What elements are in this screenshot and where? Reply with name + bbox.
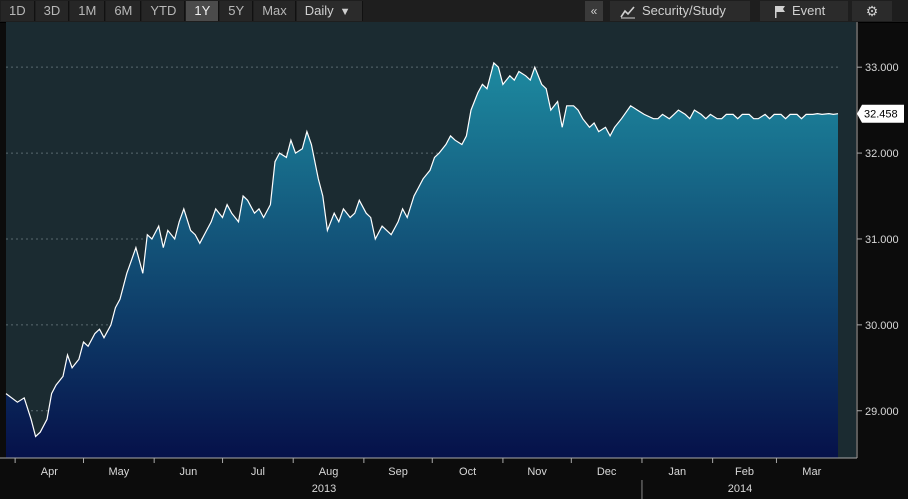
x-tick-label-1: May xyxy=(108,466,129,478)
collapse-button[interactable]: « xyxy=(585,1,603,21)
price-chart: 29.000 30.000 31.000 32.000 33.000 Apr May Jun… xyxy=(0,22,904,499)
range-button-1y[interactable]: 1Y xyxy=(186,1,220,21)
y-tick-label-0: 29.000 xyxy=(865,406,899,418)
price-area-fill xyxy=(6,62,838,459)
last-price-label: 32.458 xyxy=(864,109,898,121)
range-button-5y[interactable]: 5Y xyxy=(220,1,254,21)
year-label-0: 2013 xyxy=(312,483,336,495)
x-tick-label-7: Nov xyxy=(527,466,547,478)
x-tick-label-3: Jul xyxy=(251,466,265,478)
last-price-marker: 32.458 xyxy=(857,104,904,123)
security-study-label: Security/Study xyxy=(642,3,726,18)
y-tick-label-3: 32.000 xyxy=(865,148,899,160)
x-tick-label-9: Jan xyxy=(668,466,686,478)
flag-icon xyxy=(775,5,785,18)
event-button[interactable]: Event xyxy=(760,1,848,21)
x-tick-label-2: Jun xyxy=(179,466,197,478)
x-tick-label-0: Apr xyxy=(41,466,58,478)
range-button-ytd[interactable]: YTD xyxy=(142,1,186,21)
frequency-label: Daily xyxy=(304,3,334,18)
price-line xyxy=(5,61,839,438)
x-tick-label-8: Dec xyxy=(597,466,617,478)
range-button-max[interactable]: Max xyxy=(254,1,296,21)
security-study-button[interactable]: Security/Study xyxy=(610,1,750,21)
x-tick-label-11: Mar xyxy=(802,466,821,478)
x-tick-label-5: Sep xyxy=(388,466,408,478)
range-button-3d[interactable]: 3D xyxy=(35,1,70,21)
x-tick-label-4: Aug xyxy=(319,466,339,478)
event-label: Event xyxy=(792,3,826,18)
chevron-down-icon: ▼ xyxy=(339,6,351,18)
settings-button[interactable]: ⚙ xyxy=(852,1,892,21)
x-axis: Apr May Jun Jul Aug Sep Oct Nov Dec Jan Feb Mar 2013… xyxy=(0,457,857,499)
x-tick-label-6: Oct xyxy=(459,466,476,478)
range-button-6m[interactable]: 6M xyxy=(106,1,142,21)
range-button-1d[interactable]: 1D xyxy=(1,1,35,21)
y-tick-label-4: 33.000 xyxy=(865,62,899,74)
year-label-1: 2014 xyxy=(728,483,752,495)
y-tick-label-2: 31.000 xyxy=(865,234,899,246)
x-tick-label-10: Feb xyxy=(735,466,754,478)
chart-line-icon xyxy=(620,6,635,19)
y-tick-label-1: 30.000 xyxy=(865,320,899,332)
range-button-1m[interactable]: 1M xyxy=(70,1,106,21)
last-price-tag xyxy=(857,104,904,123)
frequency-dropdown[interactable]: Daily ▼ xyxy=(296,1,363,21)
gear-icon: ⚙ xyxy=(865,3,879,19)
y-axis: 29.000 30.000 31.000 32.000 33.000 xyxy=(856,22,899,458)
